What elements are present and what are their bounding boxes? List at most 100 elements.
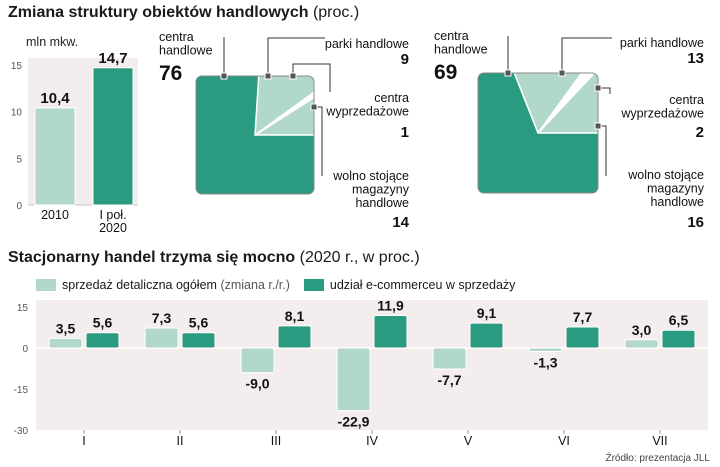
leader-marker	[594, 122, 602, 130]
y-tick-label: -15	[14, 385, 29, 396]
slice-label: handlowe	[159, 44, 213, 58]
pie-slice	[537, 73, 598, 134]
leader-line	[292, 63, 331, 92]
legend-item-ecommerce: udział e-commerceu w sprzedaży	[303, 278, 516, 292]
slice-value: 76	[159, 62, 182, 85]
chart-title-retail: Stacjonarny handel trzyma się mocno (202…	[8, 249, 420, 267]
bar-value-label: -7,7	[437, 372, 461, 388]
bar	[661, 329, 696, 349]
bar	[181, 332, 216, 349]
title-main: Zmiana struktury obiektów handlowych	[8, 4, 309, 21]
x-tick-label: V	[464, 434, 473, 448]
leader-marker	[558, 69, 566, 77]
bar-value-label: 5,6	[93, 315, 113, 331]
slice-label: parki handlowe	[325, 37, 409, 51]
pie-slice	[536, 73, 598, 134]
bar	[240, 347, 275, 374]
title-unit: (proc.)	[312, 4, 360, 21]
legend: sprzedaż detaliczna ogółem (zmiana r./r.…	[36, 278, 529, 292]
slice-value: 14	[392, 214, 409, 231]
pie-frame	[195, 75, 315, 195]
bar-value-label: -22,9	[338, 414, 370, 430]
bar	[469, 322, 504, 349]
bar	[85, 332, 120, 349]
bar-value-label: 11,9	[377, 297, 404, 313]
x-tick-label: 2020	[99, 221, 127, 235]
leader-marker	[504, 69, 512, 77]
bar	[92, 67, 134, 206]
slice-label: handlowe	[650, 195, 704, 209]
x-tick-label: VI	[558, 434, 570, 448]
slice-label: centra	[159, 30, 194, 44]
y-axis-label: mln mkw.	[26, 35, 78, 49]
x-tick-label: II	[177, 434, 184, 448]
bar-value-label: 3,0	[632, 322, 652, 338]
bar-value-label: 14,7	[98, 50, 127, 67]
title-main: Stacjonarny handel trzyma się mocno	[8, 249, 296, 266]
legend-label: sprzedaż detaliczna ogółem	[62, 278, 217, 292]
y-tick-label: -30	[14, 426, 29, 437]
y-tick-label: 0	[16, 201, 22, 212]
x-tick-label: VII	[652, 434, 667, 448]
bar	[144, 327, 179, 349]
slice-label: handlowe	[434, 43, 488, 57]
legend-label: udział e-commerceu w sprzedaży	[329, 278, 516, 292]
bar-value-label: 7,7	[573, 309, 593, 325]
bar	[565, 326, 600, 349]
slice-value: 69	[434, 61, 457, 84]
bar	[624, 339, 659, 349]
plot-background	[36, 300, 708, 430]
slice-value: 16	[687, 214, 704, 231]
y-tick-label: 15	[11, 61, 23, 72]
bar-value-label: 6,5	[669, 312, 689, 328]
slice-label: wyprzedażowe	[325, 105, 409, 119]
bar	[48, 337, 83, 349]
pie-slices	[478, 73, 598, 193]
slice-label: wyprzedażowe	[620, 107, 704, 121]
bar-value-label: 9,1	[477, 305, 497, 321]
bar	[373, 314, 408, 349]
bar-value-label: 5,6	[189, 315, 209, 331]
leader-marker	[264, 72, 272, 80]
slice-label: wolno stojące	[627, 168, 704, 182]
pie-slices	[196, 76, 314, 194]
slice-label: wolno stojące	[332, 169, 409, 183]
pie-slice	[254, 76, 314, 137]
y-tick-label: 5	[16, 154, 22, 165]
pie-slice	[478, 73, 598, 193]
leader-line	[598, 125, 607, 176]
slice-label: parki handlowe	[620, 36, 704, 50]
bar-value-label: 7,3	[152, 310, 172, 326]
slice-value: 1	[401, 124, 409, 141]
title-unit: (2020 r., w proc.)	[299, 249, 420, 266]
slice-label: centra	[374, 91, 409, 105]
x-tick-label: 2010	[41, 208, 69, 222]
chart-title-structure: Zmiana struktury obiektów handlowych (pr…	[8, 4, 359, 22]
x-tick-label: I	[82, 434, 85, 448]
leader-line	[598, 87, 611, 94]
pie-frame	[477, 72, 599, 194]
legend-item-retail-sales: sprzedaż detaliczna ogółem (zmiana r./r.…	[36, 278, 290, 292]
bar-value-label: -1,3	[533, 355, 557, 371]
bar	[528, 347, 563, 353]
bar-value-label: 10,4	[40, 90, 70, 107]
y-tick-label: 0	[22, 344, 28, 355]
bar	[34, 107, 76, 206]
slice-label: handlowe	[355, 196, 409, 210]
leader-line	[314, 106, 323, 176]
legend-swatch-dark	[303, 279, 324, 291]
x-tick-label: III	[271, 434, 281, 448]
x-tick-label: I poł.	[99, 208, 126, 222]
x-tick-label: IV	[366, 434, 378, 448]
bar	[336, 347, 371, 412]
legend-label-note: (zmiana r./r.)	[220, 278, 290, 292]
leader-marker	[310, 103, 318, 111]
leader-marker	[594, 84, 602, 92]
slice-value: 9	[401, 51, 409, 68]
slice-value: 13	[687, 50, 704, 67]
leader-marker	[289, 72, 297, 80]
leader-line	[267, 37, 325, 76]
y-tick-label: 15	[17, 303, 29, 314]
slice-label: centra	[669, 93, 704, 107]
